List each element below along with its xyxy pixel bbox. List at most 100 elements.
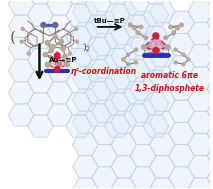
Circle shape [174,48,177,51]
Polygon shape [130,11,156,33]
Polygon shape [111,178,137,189]
Circle shape [61,46,65,51]
Polygon shape [111,22,137,45]
Polygon shape [47,37,72,60]
Circle shape [144,36,148,40]
Polygon shape [111,156,137,178]
Polygon shape [124,104,150,126]
Polygon shape [143,115,169,137]
Polygon shape [111,0,137,22]
Circle shape [128,23,132,27]
Polygon shape [105,26,130,48]
Polygon shape [66,4,92,26]
Polygon shape [85,15,111,37]
Text: (: ( [10,31,16,45]
Polygon shape [188,22,213,45]
Circle shape [45,41,49,45]
Polygon shape [47,15,72,37]
Circle shape [20,40,23,43]
Polygon shape [124,60,150,82]
Circle shape [136,31,140,35]
Circle shape [153,33,159,39]
Polygon shape [169,33,194,56]
Circle shape [164,36,167,40]
Polygon shape [72,156,98,178]
Circle shape [182,53,185,56]
Polygon shape [207,56,213,78]
Polygon shape [169,122,194,145]
Polygon shape [72,89,98,111]
Polygon shape [8,82,34,104]
Polygon shape [28,48,53,70]
Circle shape [55,56,59,61]
Circle shape [27,52,30,55]
Polygon shape [8,37,34,60]
Polygon shape [66,93,92,115]
Polygon shape [169,11,194,33]
Polygon shape [47,82,72,104]
Circle shape [172,31,175,35]
Circle shape [165,45,170,50]
Polygon shape [188,178,213,189]
Polygon shape [105,4,130,26]
Polygon shape [130,100,156,122]
Polygon shape [105,0,130,4]
Polygon shape [92,100,117,122]
Polygon shape [28,4,53,26]
Polygon shape [8,15,34,37]
Text: tBu—≡P: tBu—≡P [94,18,125,24]
Polygon shape [150,45,175,67]
Polygon shape [92,11,117,33]
Polygon shape [8,104,34,126]
Polygon shape [124,15,150,37]
Polygon shape [111,133,137,156]
Polygon shape [111,89,137,111]
Polygon shape [143,70,169,93]
Circle shape [153,48,159,53]
Polygon shape [150,178,175,189]
Circle shape [169,25,172,29]
Polygon shape [105,70,130,93]
Polygon shape [72,22,98,45]
Circle shape [135,61,138,64]
Polygon shape [85,60,111,82]
Polygon shape [92,78,117,100]
Polygon shape [207,100,213,122]
Polygon shape [111,67,137,89]
Circle shape [182,63,185,66]
Circle shape [53,35,58,39]
Polygon shape [105,115,130,137]
Polygon shape [47,0,72,15]
Circle shape [43,52,47,57]
Polygon shape [8,0,34,15]
Polygon shape [66,115,92,137]
Circle shape [135,48,138,51]
Polygon shape [188,133,213,156]
Polygon shape [72,67,98,89]
Polygon shape [72,0,98,22]
Polygon shape [92,122,117,145]
Polygon shape [169,100,194,122]
Polygon shape [28,0,53,4]
Polygon shape [105,93,130,115]
Polygon shape [150,67,175,89]
Polygon shape [150,0,175,22]
Polygon shape [150,22,175,45]
Polygon shape [28,70,53,93]
Polygon shape [130,78,156,100]
Circle shape [127,63,130,66]
Polygon shape [188,45,213,67]
Polygon shape [66,26,92,48]
Polygon shape [92,145,117,167]
Circle shape [187,58,190,61]
Circle shape [63,54,67,59]
Text: η²-coordination: η²-coordination [71,67,137,76]
Polygon shape [143,26,169,48]
Polygon shape [130,145,156,167]
Circle shape [127,53,130,56]
Polygon shape [111,45,137,67]
Polygon shape [92,33,117,56]
Polygon shape [143,0,169,4]
Circle shape [75,40,78,43]
Polygon shape [85,0,111,15]
